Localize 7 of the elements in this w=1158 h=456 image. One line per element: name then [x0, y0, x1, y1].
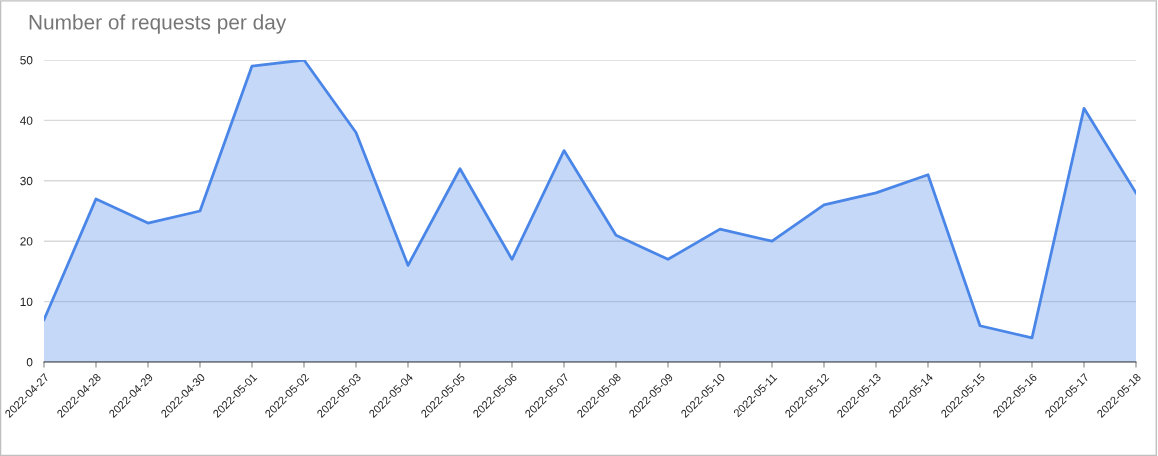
y-tick-label: 30	[20, 176, 33, 186]
y-tick-label: 40	[20, 116, 33, 125]
y-tick-label: 50	[20, 56, 33, 65]
y-tick-label: 20	[20, 237, 33, 246]
chart-title: Number of requests per day	[29, 14, 287, 34]
y-tick-label: 10	[20, 297, 33, 306]
y-tick-label: 0	[26, 358, 33, 367]
